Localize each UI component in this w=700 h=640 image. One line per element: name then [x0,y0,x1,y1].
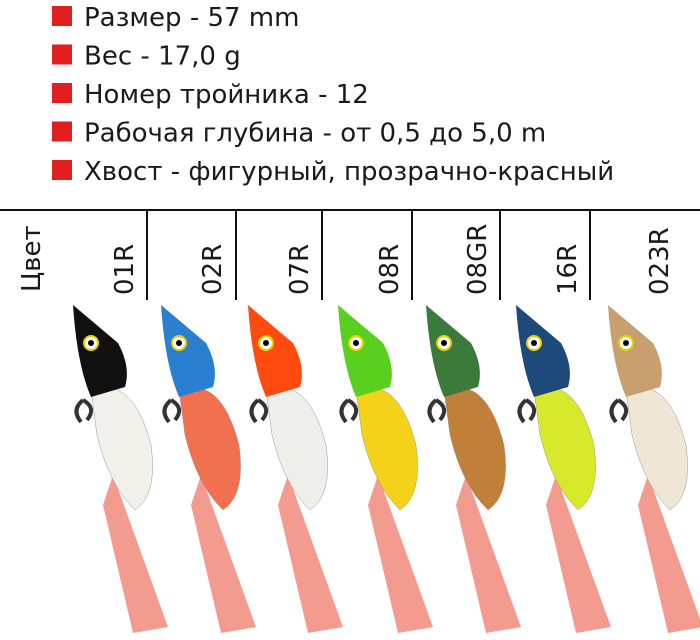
spec-item: Хвост - фигурный, прозрачно-красный [84,157,614,187]
hook [517,398,537,424]
hook [162,398,182,424]
spec-item: Номер тройника - 12 [84,80,369,110]
lure-head [73,305,127,397]
spec-list: Размер - 57 mm Вес - 17,0 g Номер тройника… [52,3,614,187]
color-code: 08R [375,244,405,295]
lure-head [161,305,215,397]
bullet [52,6,72,26]
lure-head [516,305,570,397]
lure-body [265,387,328,511]
hook [74,398,94,424]
lure [338,305,433,633]
bullet [52,121,72,142]
color-code: 08GR [463,224,493,295]
spec-item: Рабочая глубина - от 0,5 до 5,0 m [84,119,546,149]
color-code: 023R [645,227,675,295]
lure-tail [368,475,433,633]
lure [73,305,168,633]
lure [516,305,611,633]
color-code: 07R [285,244,315,295]
lure-pupil [176,340,182,346]
color-code: 02R [198,244,228,295]
lure-head [248,305,302,397]
hook [339,398,359,424]
lure-tail [456,475,521,633]
bullet [52,83,72,103]
lure-pupil [353,340,359,346]
header-label: Цвет [17,225,47,292]
color-header: Цвет 01R 02R 07R 08R 08GR 16R 023R [17,210,675,300]
hook [249,398,269,424]
lure-body [90,387,153,511]
lure-tail [638,475,700,633]
lure [426,305,521,633]
lure-body [533,387,596,511]
lure [161,305,256,633]
lure-tail [191,475,256,633]
lure-tail [103,475,168,633]
lure-head [608,305,662,397]
lure-tail [278,475,343,633]
lure [248,305,343,633]
lure-tail [546,475,611,633]
lure-head [426,305,480,397]
lure-pupil [623,340,629,346]
color-code: 16R [553,244,583,295]
lure-body [443,387,506,511]
hook [609,398,629,424]
bullet [52,44,72,65]
lure-images [73,305,700,633]
lure-pupil [531,340,537,346]
lure-body [355,387,418,511]
lure [608,305,700,633]
hook [427,398,447,424]
lure-body [625,387,688,511]
lure-head [338,305,392,397]
lure-pupil [263,340,269,346]
bullet [52,160,72,180]
spec-item: Размер - 57 mm [84,3,299,33]
lure-body [178,387,241,511]
color-code: 01R [110,244,140,295]
lure-pupil [88,340,94,346]
spec-item: Вес - 17,0 g [84,42,241,72]
lure-pupil [441,340,447,346]
